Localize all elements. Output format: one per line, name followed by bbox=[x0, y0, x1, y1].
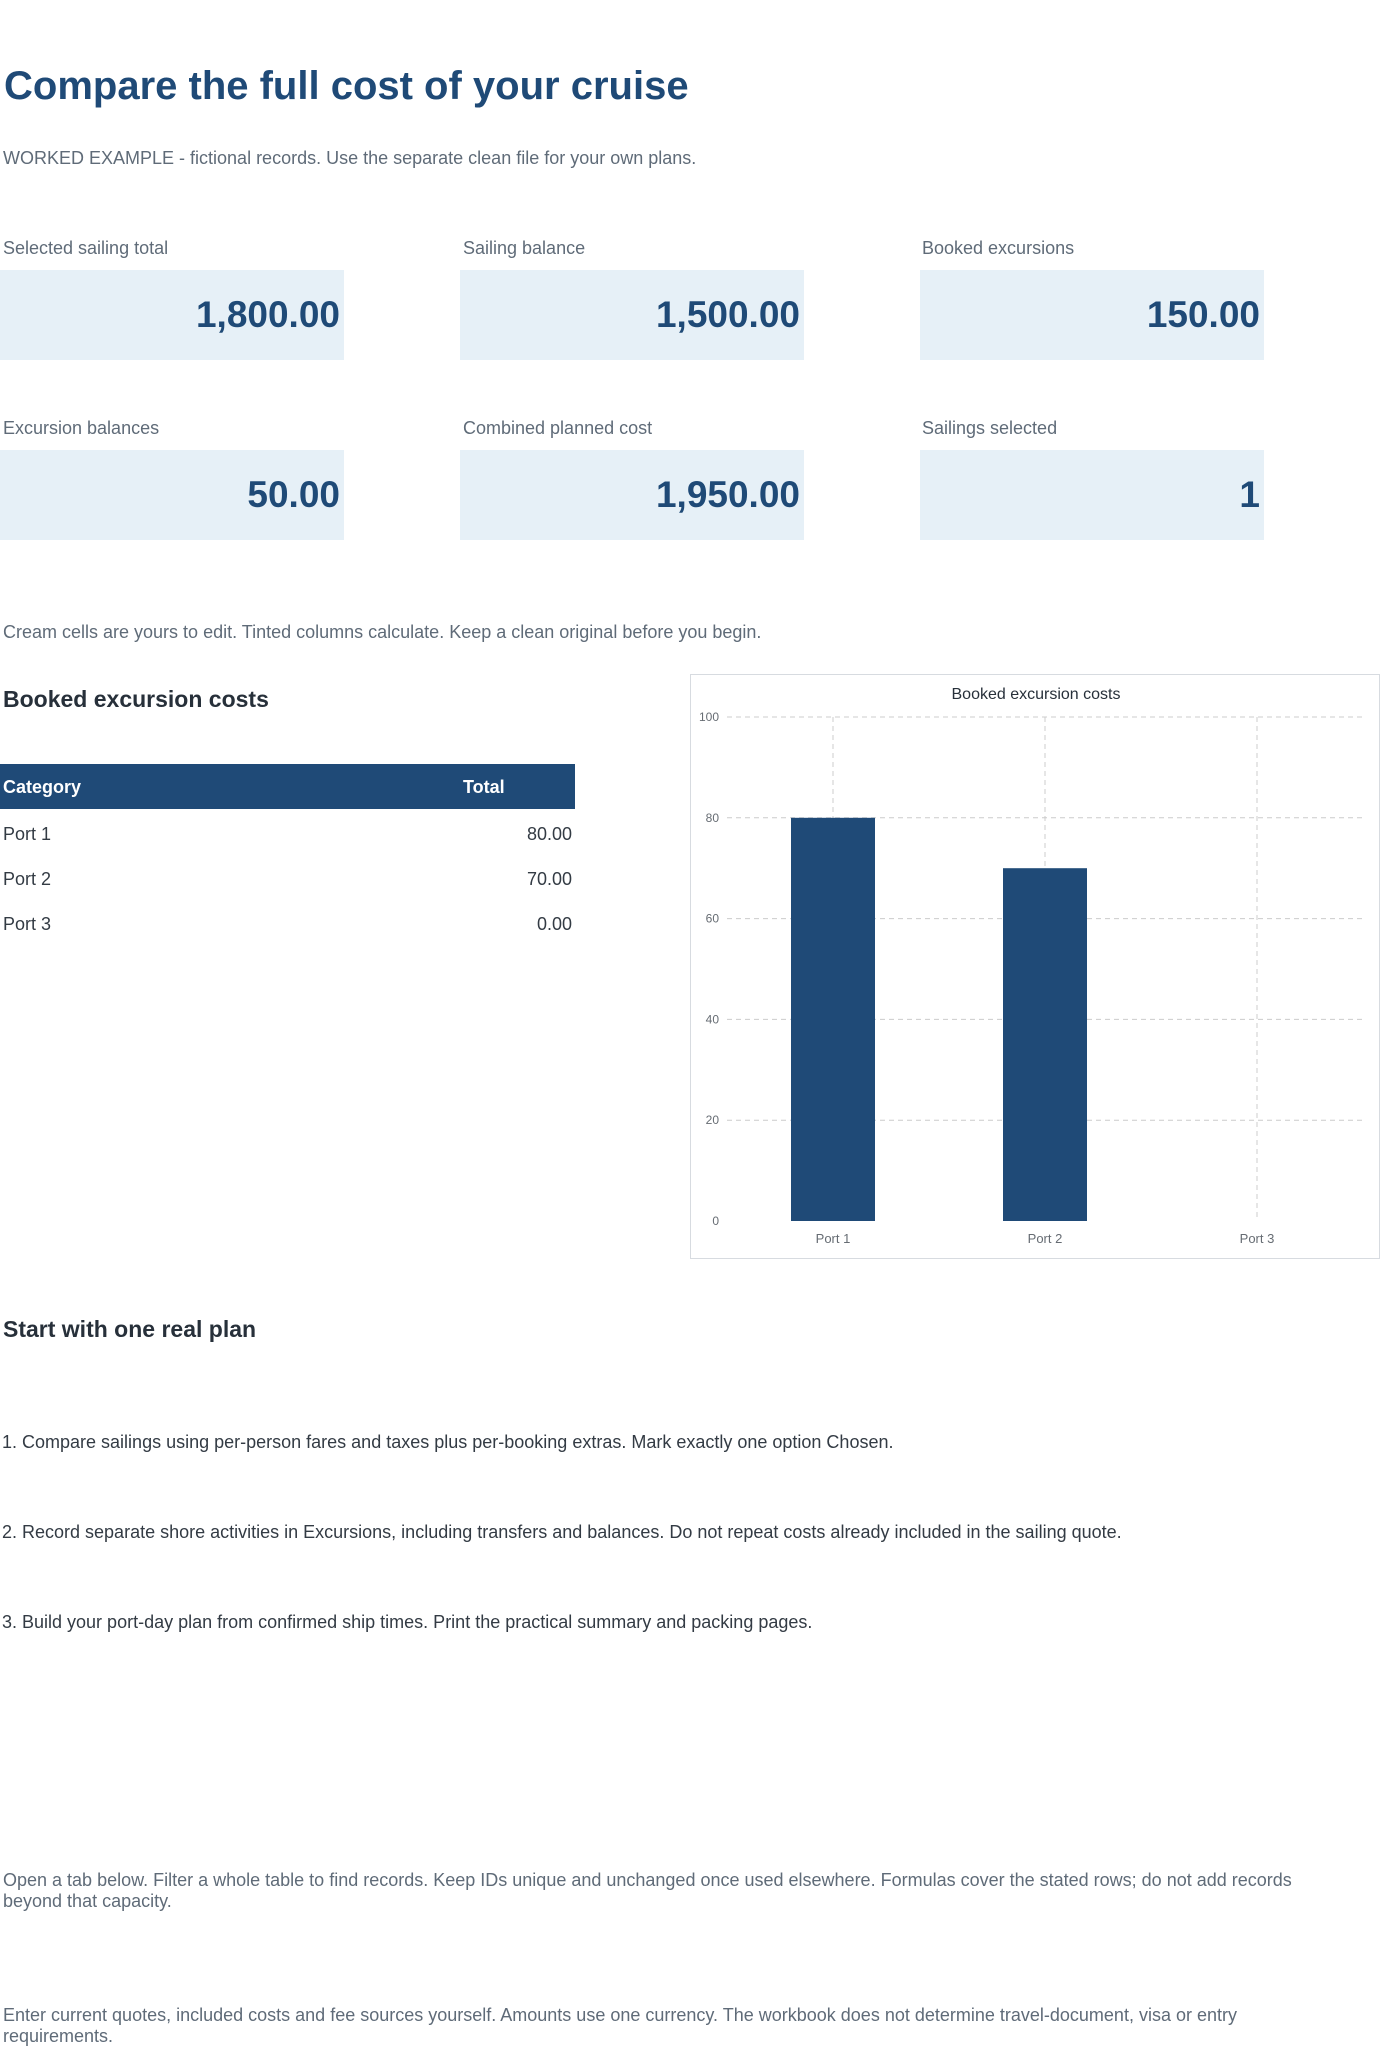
bar-port-2 bbox=[1003, 868, 1087, 1221]
kpi-label-sailing-balance: Sailing balance bbox=[463, 238, 586, 258]
y-tick-label: 0 bbox=[712, 1214, 719, 1228]
steps-heading: Start with one real plan bbox=[3, 1316, 257, 1342]
chart-canvas: Booked excursion costs 0 20 40 60 80 100 Port 1… bbox=[699, 686, 1363, 1246]
kpi-label-sailings-selected: Sailings selected bbox=[922, 418, 1058, 438]
kpi-label-excursion-balances: Excursion balances bbox=[3, 418, 160, 438]
column-header-category[interactable]: Category bbox=[3, 777, 82, 797]
column-header-total[interactable]: Total bbox=[463, 777, 505, 797]
row-category: Port 2 bbox=[3, 869, 52, 889]
row-category: Port 1 bbox=[3, 824, 52, 844]
kpi-value-sailings-selected[interactable]: 1 bbox=[920, 450, 1264, 540]
bar-port-1 bbox=[791, 817, 875, 1221]
table-row[interactable]: Port 2 70.00 bbox=[0, 857, 575, 902]
y-tick-label: 60 bbox=[706, 912, 720, 926]
step-2: 2. Record separate shore activities in E… bbox=[2, 1522, 1122, 1542]
quotes-disclaimer-note: Enter current quotes, included costs and… bbox=[3, 2005, 1237, 2046]
y-tick-label: 40 bbox=[706, 1012, 720, 1026]
x-tick-label: Port 2 bbox=[1028, 1231, 1063, 1246]
excursion-cost-chart[interactable]: Booked excursion costs 0 20 40 60 80 100 Port 1… bbox=[690, 674, 1380, 1259]
kpi-value-booked-excursions[interactable]: 150.00 bbox=[920, 270, 1264, 360]
kpi-value-combined-planned-cost[interactable]: 1,950.00 bbox=[460, 450, 804, 540]
page-title: Compare the full cost of your cruise bbox=[4, 64, 689, 108]
row-total: 0.00 bbox=[536, 914, 572, 934]
y-tick-label: 20 bbox=[706, 1113, 720, 1127]
edit-instructions: Cream cells are yours to edit. Tinted co… bbox=[3, 622, 762, 642]
kpi-label-selected-sailing-total: Selected sailing total bbox=[3, 238, 169, 258]
kpi-value-sailing-balance[interactable]: 1,500.00 bbox=[460, 270, 804, 360]
row-category: Port 3 bbox=[3, 914, 52, 934]
kpi-label-combined-planned-cost: Combined planned cost bbox=[463, 418, 653, 438]
row-total: 70.00 bbox=[526, 869, 572, 889]
worked-example-note: WORKED EXAMPLE - fictional records. Use … bbox=[3, 148, 697, 168]
step-3: 3. Build your port-day plan from confirm… bbox=[2, 1612, 813, 1632]
kpi-label-booked-excursions: Booked excursions bbox=[922, 238, 1075, 258]
tab-usage-note: Open a tab below. Filter a whole table t… bbox=[3, 1870, 1292, 1911]
x-tick-label: Port 3 bbox=[1240, 1231, 1275, 1246]
chart-title: Booked excursion costs bbox=[952, 686, 1121, 703]
y-tick-label: 80 bbox=[706, 811, 720, 825]
row-total: 80.00 bbox=[526, 824, 572, 844]
excursion-table-header: Category Total bbox=[0, 764, 575, 809]
kpi-value-selected-sailing-total[interactable]: 1,800.00 bbox=[0, 270, 344, 360]
step-1: 1. Compare sailings using per-person far… bbox=[2, 1432, 894, 1452]
y-tick-label: 100 bbox=[699, 710, 719, 724]
table-row[interactable]: Port 3 0.00 bbox=[0, 902, 575, 947]
excursion-section-heading: Booked excursion costs bbox=[3, 686, 269, 712]
kpi-value-excursion-balances[interactable]: 50.00 bbox=[0, 450, 344, 540]
x-tick-label: Port 1 bbox=[816, 1231, 851, 1246]
table-row[interactable]: Port 1 80.00 bbox=[0, 812, 575, 857]
